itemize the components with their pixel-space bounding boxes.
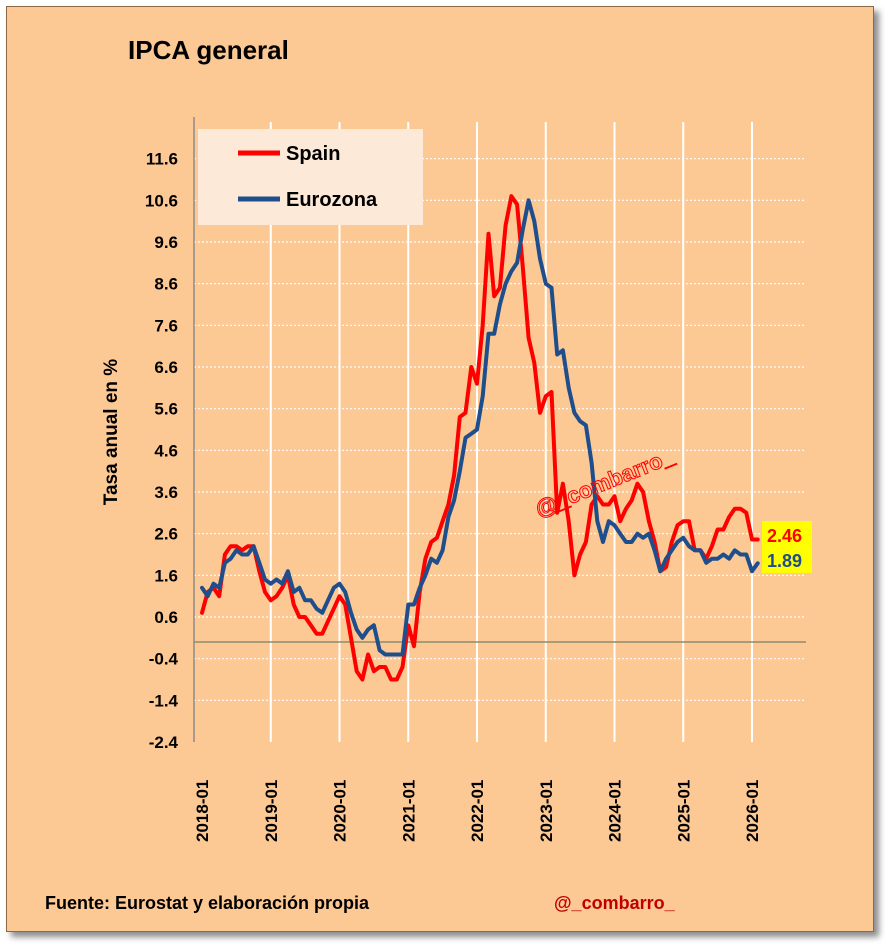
vertical-gridlines [269, 122, 753, 742]
y-tick-label: -2.4 [149, 733, 179, 752]
last-value-eurozona: 1.89 [767, 551, 802, 571]
y-tick-label: -1.4 [149, 691, 179, 710]
x-tick-label: 2021-01 [399, 780, 418, 842]
horizontal-gridlines [194, 158, 806, 701]
legend-box [198, 129, 423, 225]
y-tick-label: 10.6 [145, 191, 178, 210]
x-tick-label: 2026-01 [743, 780, 762, 842]
x-tick-label: 2023-01 [537, 780, 556, 842]
x-tick-label: 2022-01 [468, 780, 487, 842]
legend-label-spain: Spain [286, 143, 340, 165]
y-tick-label: 0.6 [154, 608, 178, 627]
x-tick-label: 2025-01 [674, 780, 693, 842]
footer-source: Fuente: Eurostat y elaboración propia [45, 893, 370, 913]
chart-svg: IPCA general 11.6 10.6 9.6 8.6 7.6 6.6 5.6 4.6 3… [45, 35, 812, 913]
x-tick-label: 2020-01 [331, 780, 350, 842]
chart-title: IPCA general [128, 35, 289, 65]
y-tick-label: 1.6 [154, 566, 178, 585]
x-tick-label: 2018-01 [193, 780, 212, 842]
y-tick-label: -0.4 [149, 650, 179, 669]
x-tick-label: 2019-01 [262, 780, 281, 842]
last-value-box [762, 521, 812, 573]
y-tick-label: 8.6 [154, 275, 178, 294]
last-value-spain: 2.46 [767, 526, 802, 546]
series-line-spain [200, 194, 760, 682]
y-tick-label: 3.6 [154, 483, 178, 502]
y-tick-label: 4.6 [154, 441, 178, 460]
y-tick-label: 7.6 [154, 316, 178, 335]
y-tick-label: 6.6 [154, 358, 178, 377]
y-tick-label: 9.6 [154, 233, 178, 252]
footer-handle: @_combarro_ [554, 893, 676, 913]
legend[interactable]: Spain Eurozona [198, 129, 423, 225]
y-axis-label: Tasa anual en % [101, 359, 122, 506]
x-tick-label: 2024-01 [606, 780, 625, 842]
legend-label-eurozona: Eurozona [286, 189, 378, 211]
y-tick-labels: 11.6 10.6 9.6 8.6 7.6 6.6 5.6 4.6 3.6 2.6 1.6 0.6 -0… [145, 150, 179, 752]
y-tick-label: 2.6 [154, 525, 178, 544]
y-tick-label: 5.6 [154, 400, 178, 419]
x-tick-labels: 2018-01 2019-01 2020-01 2021-01 2022-01 2023-… [193, 780, 762, 842]
series-line-eurozona [200, 198, 760, 657]
y-tick-label: 11.6 [146, 150, 178, 169]
chart-frame: IPCA general 11.6 10.6 9.6 8.6 7.6 6.6 5.6 4.6 3… [6, 6, 874, 932]
